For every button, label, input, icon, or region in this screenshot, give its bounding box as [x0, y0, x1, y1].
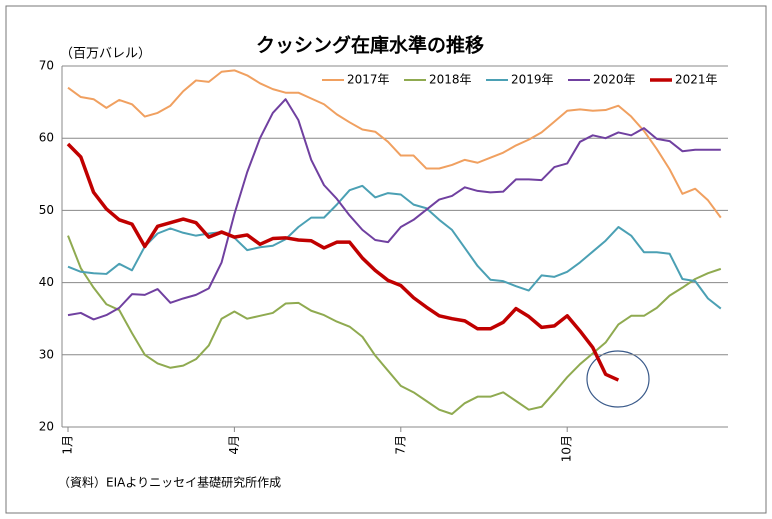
frame [5, 5, 767, 514]
legend-label: 2021年 [675, 73, 718, 87]
y-axis-label: （百万バレル） [60, 47, 151, 62]
legend-label: 2017年 [347, 73, 390, 87]
y-tick-label: 40 [39, 275, 54, 289]
series-line [66, 142, 620, 382]
highlight-circle [586, 350, 650, 408]
x-tick-label: 4月 [227, 435, 241, 455]
y-tick-label: 20 [39, 420, 54, 434]
y-tick-label: 70 [39, 59, 54, 73]
x-tick-label: 1月 [61, 435, 75, 455]
chart-title: クッシング在庫水準の推移 [256, 34, 484, 57]
series-line [67, 235, 722, 416]
y-tick-label: 60 [39, 131, 54, 145]
y-tick-label: 50 [39, 203, 54, 217]
x-tick-label: 10月 [560, 435, 574, 462]
legend-label: 2020年 [593, 73, 636, 87]
legend-label: 2019年 [511, 73, 554, 87]
legend-label: 2018年 [429, 73, 472, 87]
x-tick-label: 7月 [393, 435, 407, 455]
series-line [67, 69, 722, 219]
source-note: （資料）EIAよりニッセイ基礎研究所作成 [58, 475, 281, 490]
series-line [67, 184, 722, 310]
series-line [67, 98, 721, 321]
y-tick-label: 30 [39, 347, 54, 361]
